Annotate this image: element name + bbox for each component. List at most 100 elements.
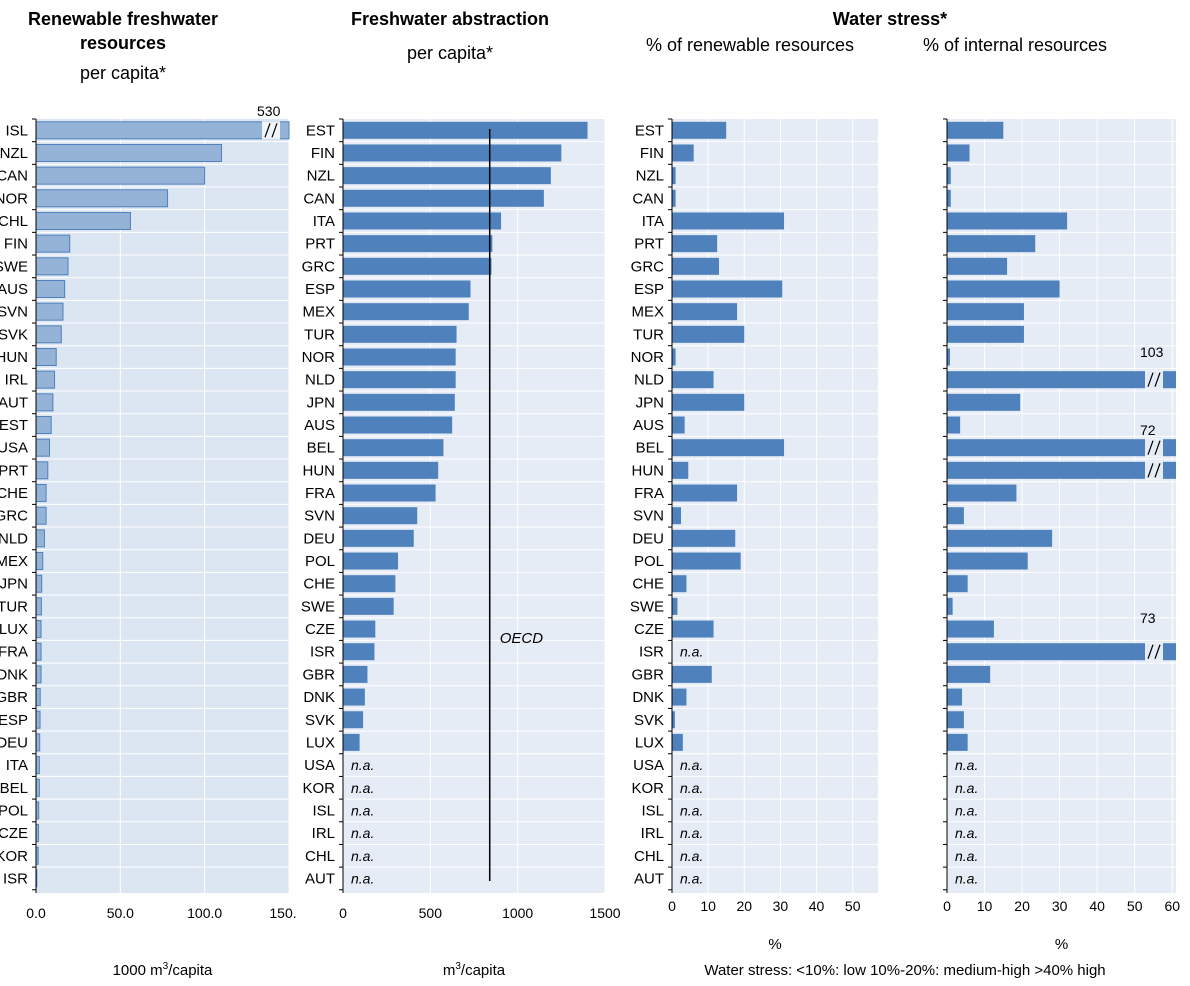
category-label: HUN — [303, 462, 336, 479]
bar — [343, 643, 375, 661]
bar — [35, 552, 44, 571]
category-label: MEX — [302, 304, 335, 321]
category-label: TUR — [633, 326, 664, 343]
bar — [35, 688, 41, 707]
category-label: SVK — [634, 712, 664, 729]
category-label: ESP — [634, 281, 664, 298]
panel1-title: Renewable freshwater resources per capita… — [27, 9, 219, 83]
bar — [947, 257, 1008, 275]
category-label: ISR — [3, 870, 28, 887]
na-label: n.a. — [351, 802, 374, 818]
category-label: DNK — [0, 666, 28, 683]
category-label: POL — [305, 553, 335, 570]
bar — [35, 121, 290, 140]
bar — [947, 461, 1176, 479]
category-label: GBR — [631, 666, 664, 683]
category-label: GRC — [631, 258, 665, 275]
x-tick-label: 100.0 — [187, 905, 222, 921]
bar — [35, 257, 69, 276]
x-tick-label: 60 — [1164, 898, 1180, 914]
category-label: AUS — [304, 417, 335, 434]
category-label: BEL — [0, 780, 28, 797]
category-label: DEU — [303, 530, 335, 547]
category-label: DEU — [0, 734, 28, 751]
bar — [672, 212, 785, 230]
bar — [947, 665, 991, 683]
bar — [672, 597, 678, 615]
x-tick-label: 10 — [977, 898, 993, 914]
bar — [672, 121, 727, 139]
x-tick-label: 0 — [943, 898, 951, 914]
bar — [35, 710, 41, 729]
bar — [672, 461, 689, 479]
bar — [672, 552, 741, 570]
category-label: CHL — [305, 848, 335, 865]
category-label: GBR — [0, 689, 28, 706]
category-label: KOR — [0, 848, 28, 865]
category-label: CHE — [632, 576, 664, 593]
category-label: MEX — [0, 553, 28, 570]
category-label: LUX — [635, 734, 664, 751]
bar — [947, 348, 951, 366]
category-label: TUR — [0, 598, 28, 615]
category-label: HUN — [0, 349, 28, 366]
na-label: n.a. — [351, 780, 374, 796]
bar — [947, 280, 1060, 298]
bar — [672, 167, 676, 185]
bar — [672, 144, 694, 162]
axis-break-icon — [262, 121, 280, 140]
bar — [35, 529, 45, 548]
x-tick-label: 0 — [339, 905, 347, 921]
category-label: GRC — [0, 508, 28, 525]
bar — [947, 303, 1024, 321]
category-label: FRA — [305, 485, 335, 502]
bar — [947, 121, 1004, 139]
na-label: n.a. — [351, 757, 374, 773]
bar — [35, 189, 169, 208]
bar — [343, 167, 551, 185]
x-tick-label: 0.0 — [26, 905, 46, 921]
bar — [343, 371, 456, 389]
bar — [672, 257, 719, 275]
bar — [343, 235, 493, 253]
category-label: AUT — [0, 394, 28, 411]
category-label: NLD — [634, 372, 664, 389]
x-tick-label: 30 — [1052, 898, 1068, 914]
bar — [35, 348, 57, 366]
bar — [343, 393, 455, 411]
plot-background — [36, 119, 289, 893]
bar — [343, 325, 457, 343]
bar — [947, 575, 968, 593]
category-label: HUN — [632, 462, 665, 479]
category-label: ISL — [5, 122, 28, 139]
category-label: CHE — [303, 576, 335, 593]
category-label: CHL — [0, 213, 28, 230]
category-label: USA — [0, 440, 28, 457]
category-label: KOR — [631, 780, 664, 797]
category-label: NZL — [0, 145, 28, 162]
category-label: GRC — [302, 258, 336, 275]
bar — [672, 325, 745, 343]
bar — [343, 416, 453, 434]
bar — [947, 552, 1028, 570]
bar — [343, 575, 396, 593]
bar — [343, 212, 502, 230]
na-label: n.a. — [955, 802, 978, 818]
bar — [35, 370, 56, 389]
bar — [35, 484, 47, 503]
category-label: JPN — [636, 394, 664, 411]
category-label: PRT — [305, 236, 335, 253]
category-label: CHE — [0, 485, 28, 502]
bar — [343, 484, 436, 502]
bar — [343, 257, 492, 275]
bar — [947, 711, 964, 729]
bar — [35, 665, 42, 684]
category-label: ISL — [641, 802, 664, 819]
na-label: n.a. — [680, 780, 703, 796]
category-label: NLD — [0, 530, 28, 547]
category-label: FRA — [634, 485, 664, 502]
bar — [35, 166, 206, 185]
bar — [343, 280, 471, 298]
category-label: POL — [634, 553, 664, 570]
